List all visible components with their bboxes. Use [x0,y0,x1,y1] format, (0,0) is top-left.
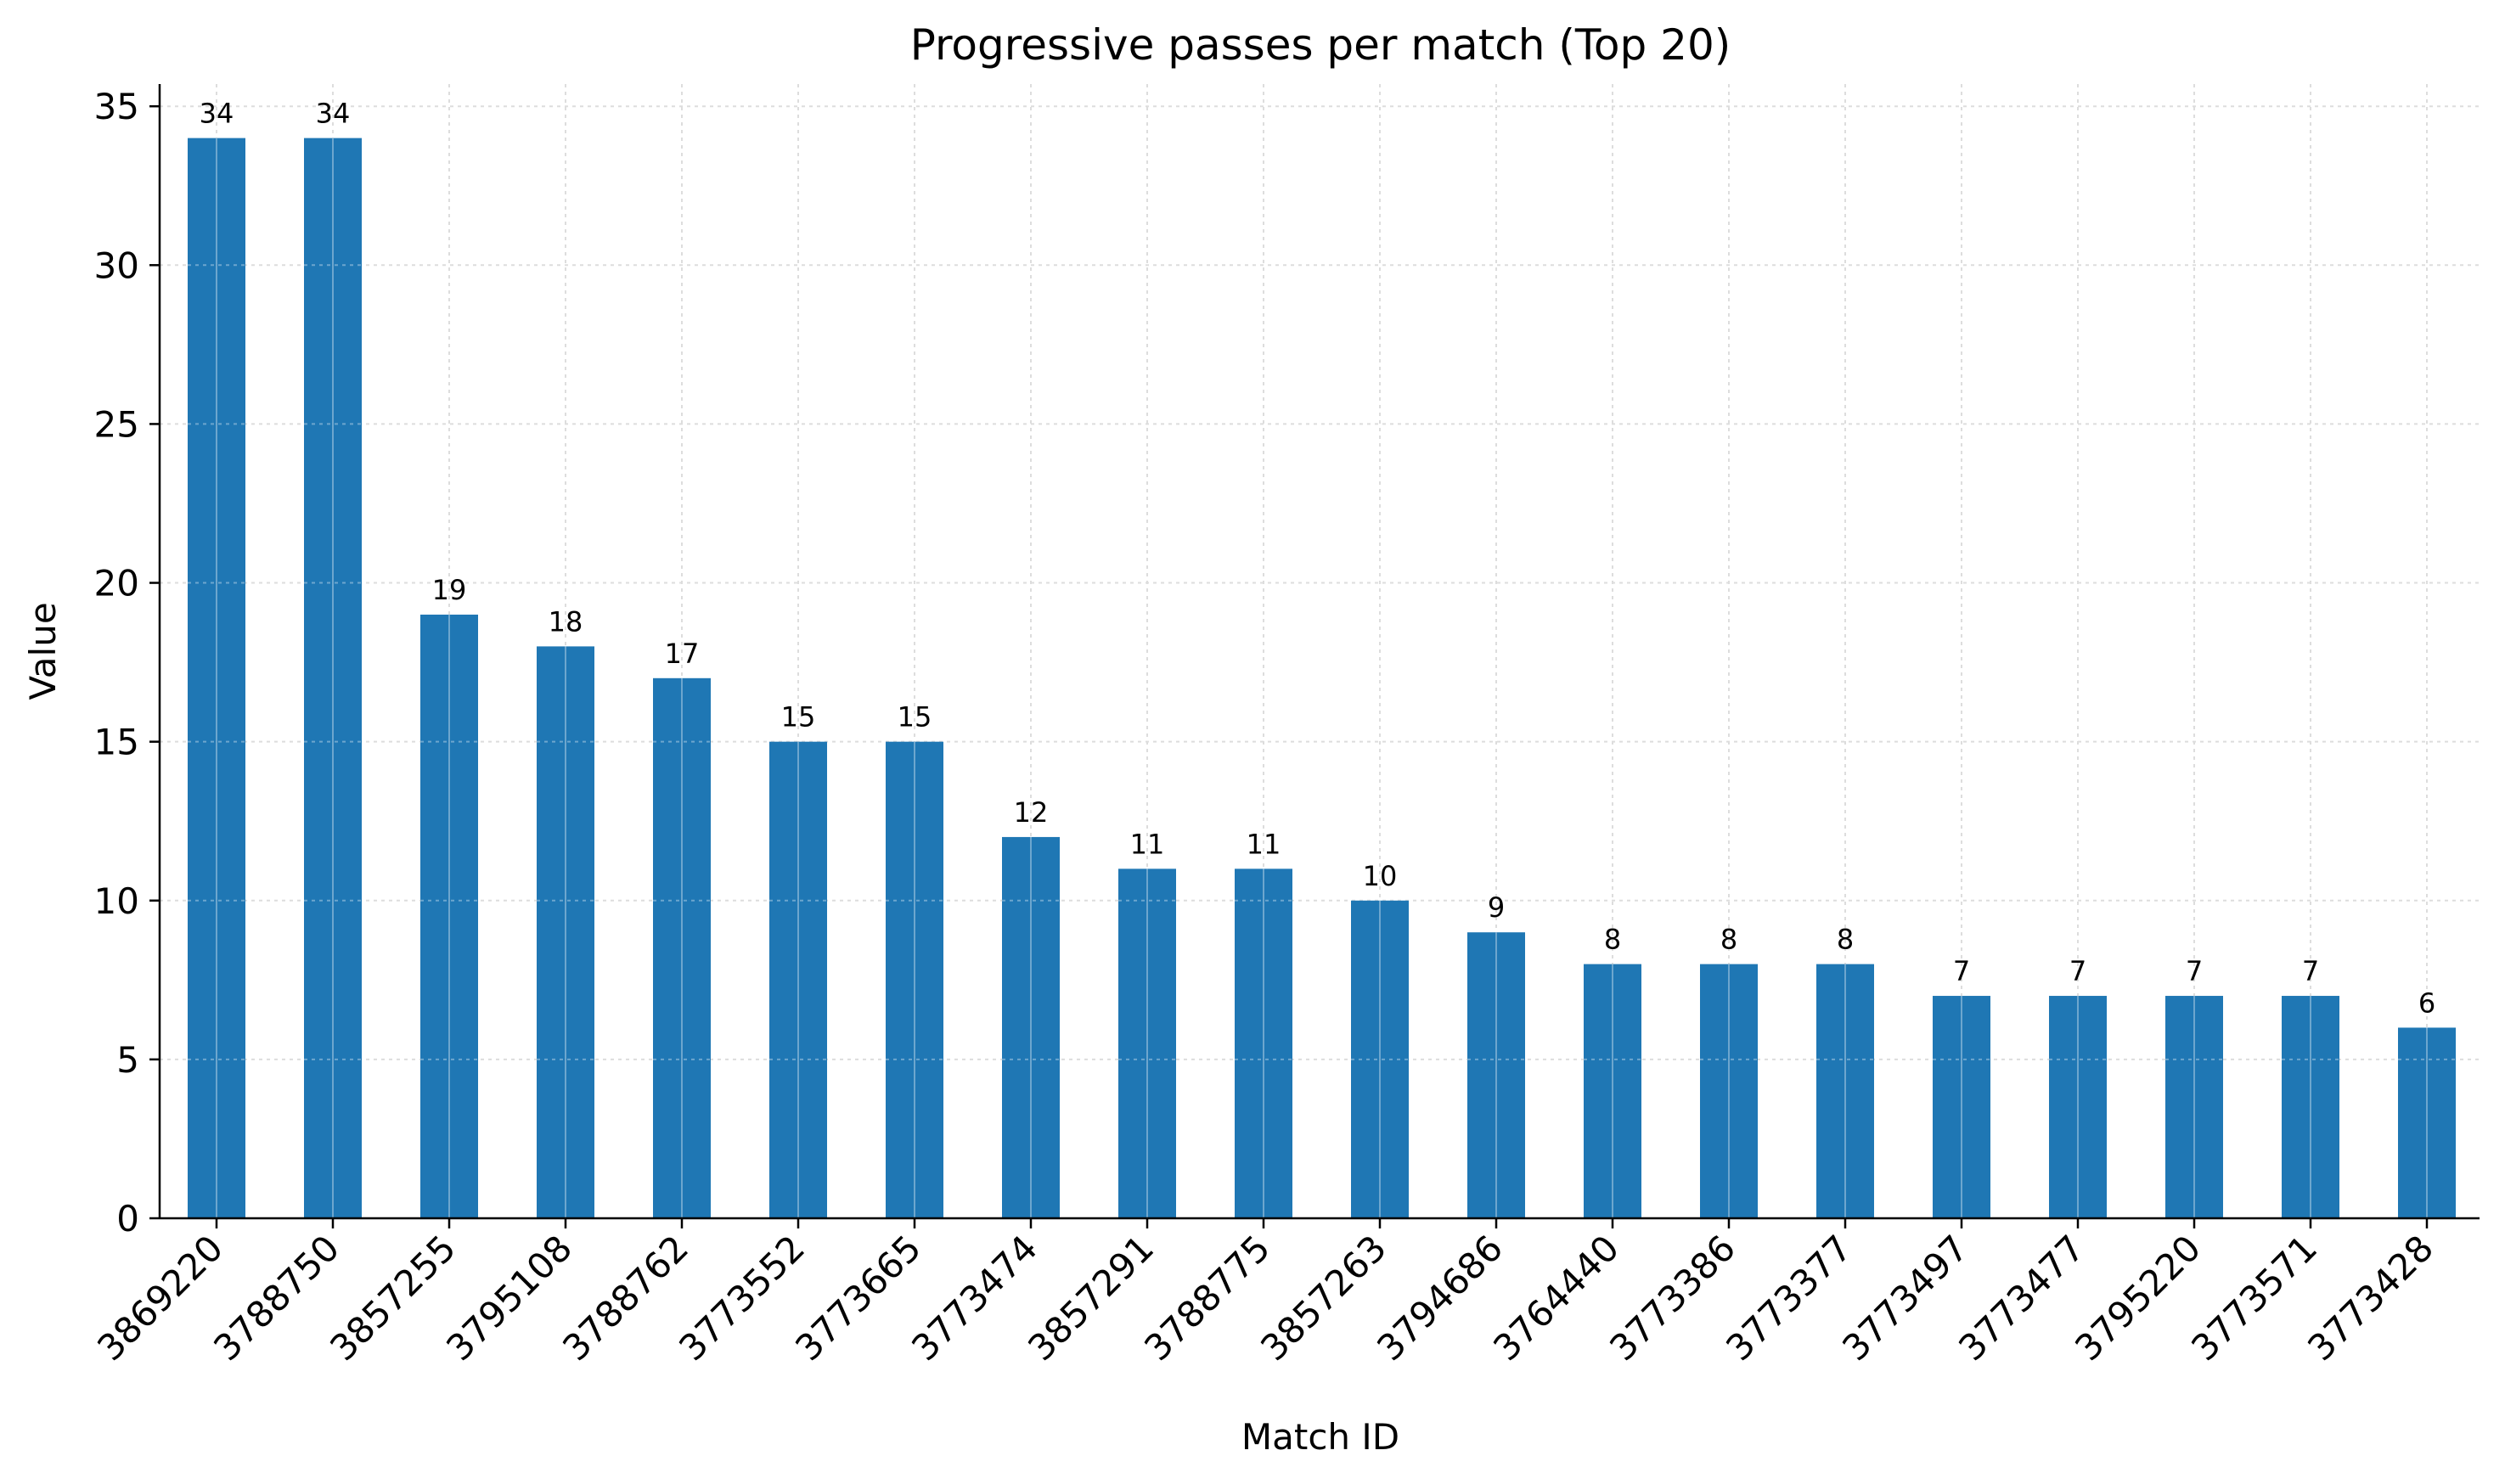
y-tick-label: 25 [94,403,139,445]
bar [537,646,594,1218]
bar-value-label: 6 [2418,987,2435,1019]
bar-value-label: 34 [316,98,351,130]
bars [188,138,2456,1219]
bar [886,741,943,1218]
x-tick-label: 3773386 [1602,1227,1743,1369]
bar-value-label: 7 [2302,955,2319,987]
x-tick-label: 3857291 [1020,1227,1162,1369]
bar [420,614,478,1218]
y-tick-label: 5 [116,1039,139,1081]
bar [653,677,711,1218]
bar [2282,996,2339,1218]
bar-value-label: 19 [432,574,467,606]
bar [1235,868,1292,1218]
x-tick-label: 3773474 [903,1227,1045,1369]
bar-value-label: 8 [1720,924,1737,956]
x-tick-label: 3773665 [787,1227,929,1369]
x-axis-label: Match ID [1241,1416,1399,1458]
x-tick-label: 3773477 [1951,1227,2092,1369]
bar [1933,996,1990,1218]
bar-value-label: 12 [1014,796,1049,829]
bar-value-label: 8 [1837,924,1854,956]
x-tick-label: 3773552 [671,1227,813,1369]
x-tick-label: 3869220 [89,1227,231,1369]
x-tick-label: 3788750 [205,1227,347,1369]
x-tick-label: 3857255 [322,1227,464,1369]
y-tick-label: 0 [116,1198,139,1239]
bar-value-label: 15 [898,701,932,734]
bar-value-label: 7 [1953,955,1970,987]
x-tick-label: 3795220 [2067,1227,2209,1369]
x-tick-label: 3788775 [1136,1227,1278,1369]
bar-value-label: 8 [1604,924,1621,956]
bar [2165,996,2223,1218]
grid-overlay [188,138,2456,1218]
y-axis-label: Value [22,602,64,700]
bar [1816,964,1874,1218]
x-tick-label: 3795108 [438,1227,580,1369]
x-tick-label: 3773571 [2183,1227,2325,1369]
x-tick-label: 3788762 [554,1227,696,1369]
y-tick-label: 30 [94,245,139,286]
chart-title: Progressive passes per match (Top 20) [910,20,1731,70]
bar-value-label: 9 [1488,891,1505,924]
bar-value-label: 7 [2069,955,2086,987]
y-tick-label: 10 [94,880,139,922]
bar [1467,932,1525,1218]
bar [188,138,245,1219]
bar-value-label: 11 [1130,828,1165,860]
bar [2398,1027,2456,1218]
x-tick-label: 3773377 [1718,1227,1860,1369]
y-tick-label: 20 [94,563,139,604]
x-tick-label: 3773428 [2300,1227,2441,1369]
grid [160,84,2480,1218]
x-tick-label: 3773497 [1834,1227,1976,1369]
bar-value-label: 15 [781,701,816,734]
bar-value-label: 10 [1363,860,1398,892]
bar-value-label: 11 [1247,828,1281,860]
data-labels: 34 34 19 18 17 15 15 12 11 11 10 9 8 8 8 7 7 7 7 6 [200,98,2436,1020]
bar [1002,836,1060,1218]
bar [769,741,827,1218]
x-tick-label: 3794686 [1369,1227,1511,1369]
bar-value-label: 7 [2186,955,2203,987]
bar [1584,964,1641,1218]
bar [2049,996,2107,1218]
bar-value-label: 34 [200,98,234,130]
bar [304,138,362,1219]
x-tick-label: 3764440 [1485,1227,1627,1369]
x-tick-label: 3857263 [1252,1227,1394,1369]
bar-value-label: 18 [549,605,583,638]
y-tick-label: 35 [94,86,139,127]
bar [1351,900,1409,1218]
bar [1118,868,1176,1218]
bar-value-label: 17 [665,638,700,670]
y-tick-label: 15 [94,722,139,763]
bar [1700,964,1758,1218]
